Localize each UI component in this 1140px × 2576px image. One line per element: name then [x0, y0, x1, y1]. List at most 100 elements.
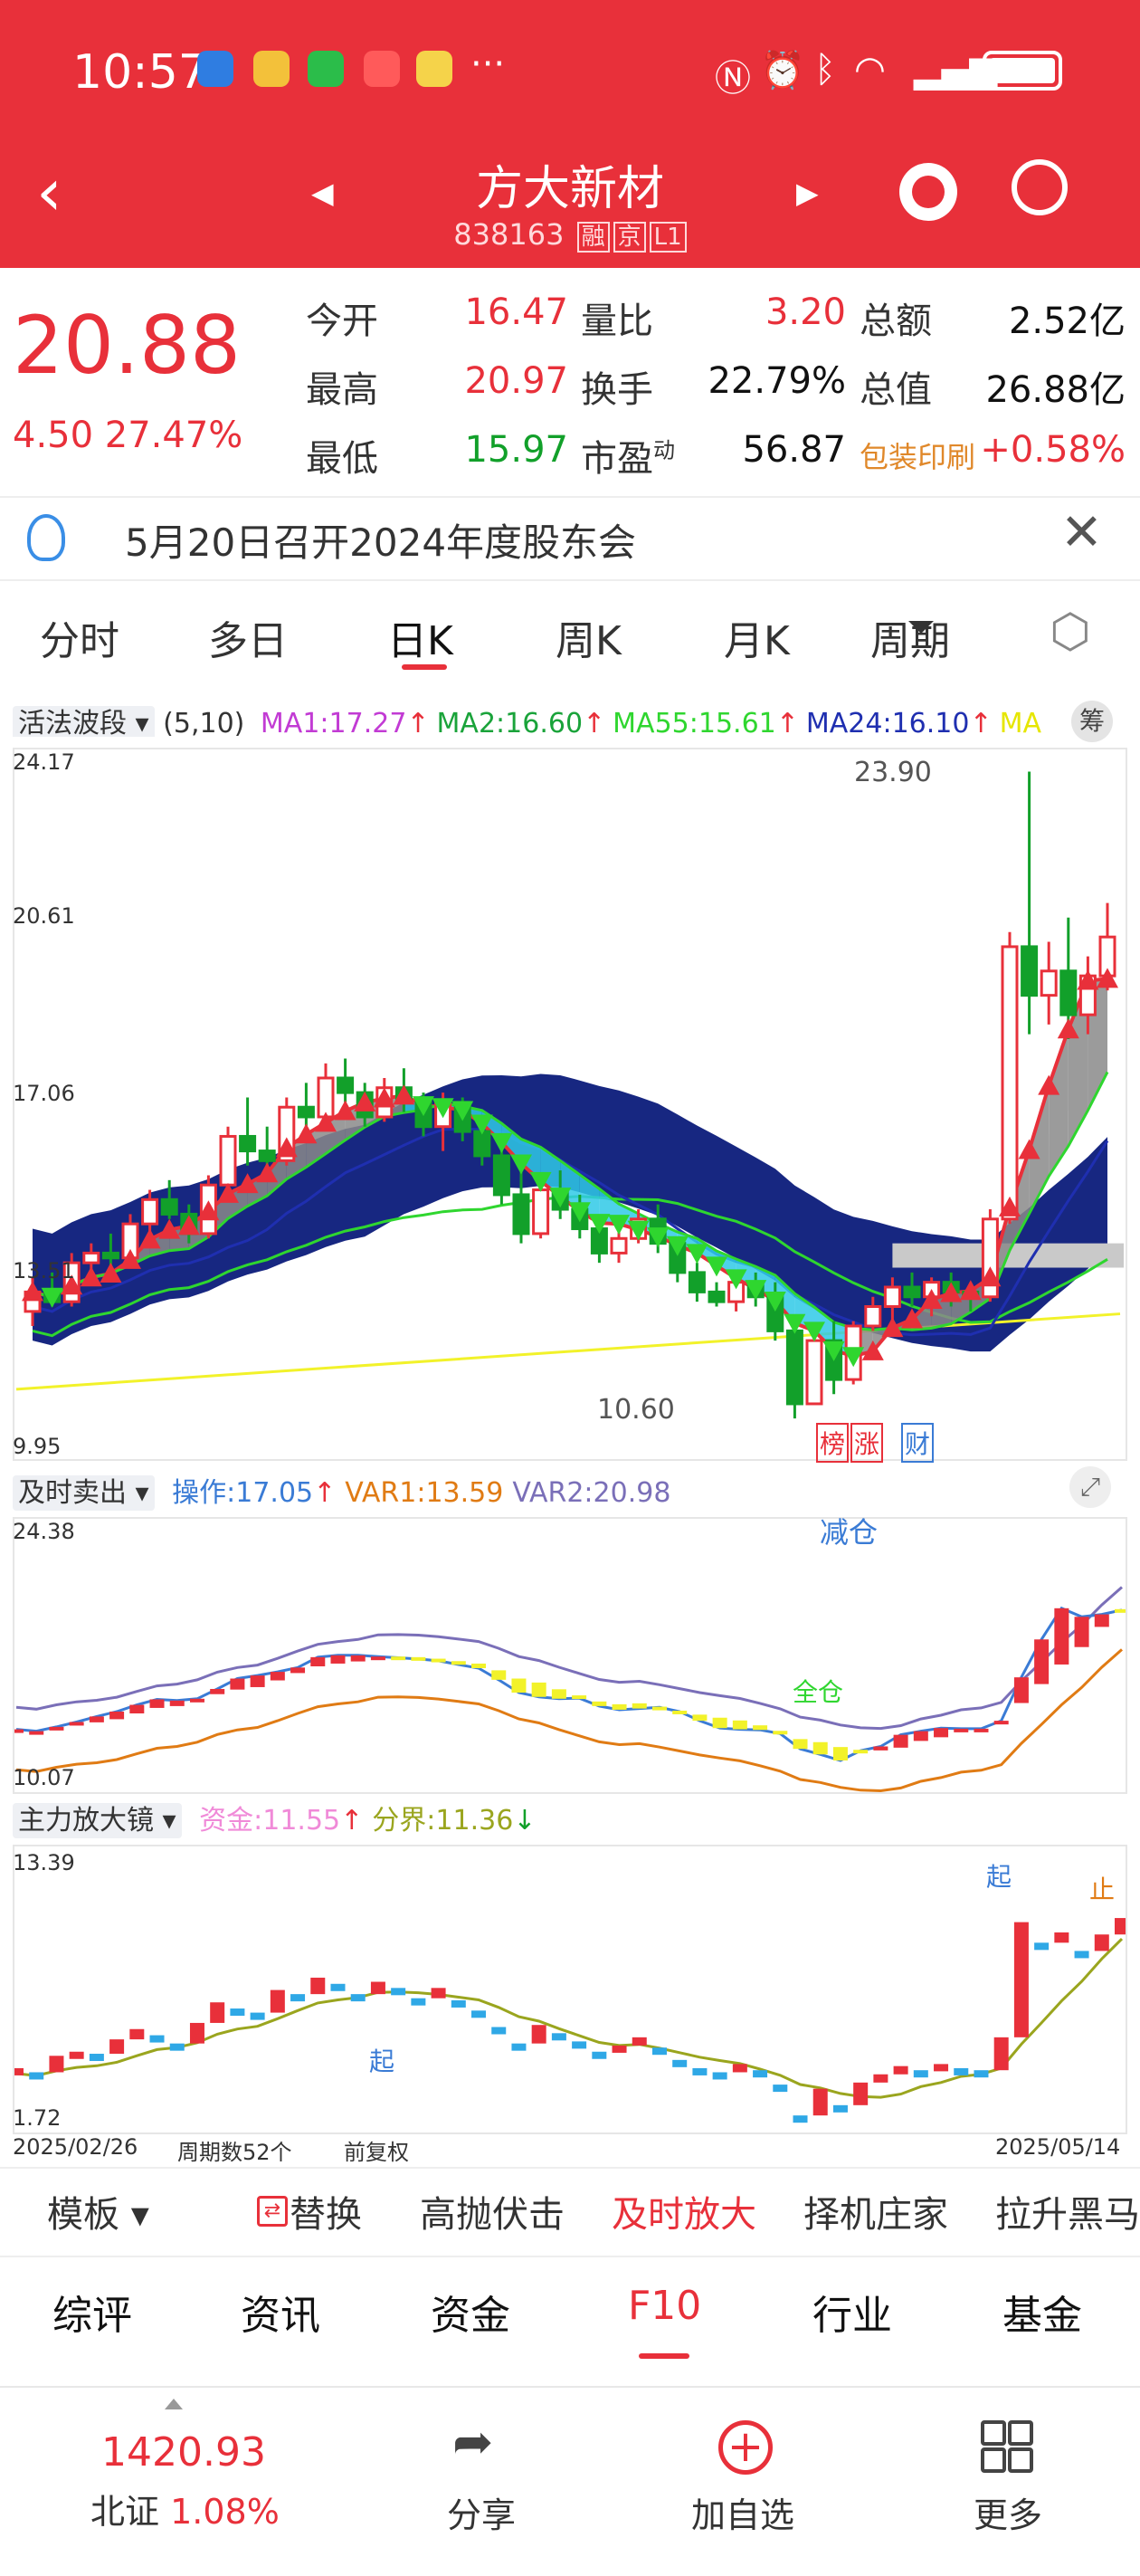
bottom-tab-0[interactable]: 综评 [52, 2293, 132, 2339]
kline-panel[interactable] [13, 748, 1127, 1461]
signal-arrow-9 [197, 1200, 220, 1221]
sub2-bar-34 [692, 2067, 708, 2075]
sub1-bar-48 [974, 1728, 989, 1732]
sub1-header: 及时卖出 ▾ 操作:17.05↑ VAR1:13.59 VAR2:20.98 [13, 1470, 1080, 1511]
index-expand-icon[interactable] [165, 2399, 183, 2409]
sub2-bar-46 [934, 2064, 949, 2072]
stock-code: 838163 [453, 217, 565, 252]
bottom-tab-2[interactable]: 资金 [431, 2293, 510, 2339]
main-indicator-select[interactable]: 活法波段 ▾ [13, 706, 155, 737]
sub1-bar-49 [993, 1721, 1009, 1725]
sub2-bar-51 [1034, 1942, 1050, 1951]
badge-zhang[interactable]: 涨 [850, 1423, 884, 1463]
period-tab-0[interactable]: 分时 [40, 618, 119, 664]
sub1-bar-46 [934, 1728, 949, 1738]
candle-23 [470, 1114, 493, 1166]
x-period-count: 周期数52个 [177, 2140, 292, 2165]
sub1-bar-36 [732, 1720, 747, 1730]
lightbulb-icon [27, 514, 65, 561]
candle-16 [334, 1058, 356, 1121]
sub1-bar-43 [873, 1746, 888, 1751]
bottom-tab-5[interactable]: 基金 [1002, 2293, 1082, 2339]
period-tab-2[interactable]: 日K [387, 618, 453, 664]
share-icon[interactable]: ➦ [452, 2413, 494, 2470]
alarm-icon: ⏰ [760, 50, 805, 91]
ma-item-3: MA24:16.10↑ [805, 708, 993, 737]
tool-item-5[interactable]: 拉升黑马 [995, 2194, 1140, 2236]
bottom-tab-3[interactable]: F10 [628, 2283, 702, 2329]
period-tab-4[interactable]: 月K [724, 618, 790, 664]
var1-line [15, 1648, 1123, 1793]
period-tab-1[interactable]: 多日 [208, 618, 288, 664]
tool-item-4[interactable]: 择机庄家 [803, 2194, 948, 2236]
notice-bar[interactable]: 5月20日召开2024年度股东会 ✕ [0, 496, 1140, 581]
nfc-icon: Ⓝ [715, 58, 751, 100]
y-label-3: 17.06 [13, 1081, 75, 1106]
band-seg-25 [521, 1139, 541, 1181]
sub1-bar-38 [773, 1731, 788, 1735]
sub2-panel[interactable] [9, 1845, 1129, 2134]
signal-arrow-27 [549, 1188, 572, 1208]
add-watchlist-icon[interactable]: + [718, 2420, 773, 2475]
search-icon[interactable] [1012, 159, 1068, 215]
badge-bang[interactable]: 榜 [816, 1423, 850, 1463]
sub2-bar-40 [812, 2088, 828, 2116]
index-value[interactable]: 1420.93 [101, 2429, 266, 2476]
signal-arrow-48 [959, 1280, 982, 1301]
sub2-indicator-select[interactable]: 主力放大镜 ▾ [13, 1803, 182, 1838]
prev-stock-icon[interactable]: ◀ [311, 176, 334, 210]
badge-cai[interactable]: 财 [901, 1423, 935, 1463]
app-icon-browser [197, 51, 233, 87]
signal-arrow-12 [256, 1162, 279, 1183]
sub2-bar-25 [511, 2043, 527, 2051]
tool-item-2[interactable]: 高抛伏击 [420, 2194, 565, 2236]
index-line[interactable]: 北证 1.08% [90, 2492, 280, 2532]
share-label[interactable]: 分享 [447, 2495, 517, 2535]
ma-item-1: MA2:16.60↑ [436, 708, 606, 737]
battery-icon [983, 51, 1062, 91]
candle-42 [842, 1321, 865, 1385]
settings-hex-icon[interactable]: ⬡ [1050, 605, 1091, 659]
sub1-panel[interactable] [9, 1517, 1129, 1794]
candle-6 [138, 1189, 161, 1249]
sub1-bar-12 [250, 1675, 265, 1687]
candle-20 [413, 1092, 434, 1137]
expand-icon[interactable]: ⤢ [1069, 1466, 1111, 1508]
chip-distribution-button[interactable]: 筹 [1071, 701, 1113, 742]
sub1-bar-13 [270, 1672, 285, 1681]
close-icon[interactable]: ✕ [1060, 503, 1103, 562]
sub1-bar-54 [1094, 1614, 1109, 1627]
tool-item-1[interactable]: 替换 [290, 2194, 362, 2236]
wechat-icon [308, 51, 344, 87]
sub1-indicator-select[interactable]: 及时卖出 ▾ [13, 1475, 155, 1511]
sub1-y-top: 24.38 [13, 1519, 75, 1544]
bottom-tab-1[interactable]: 资讯 [241, 2293, 320, 2339]
sub2-bar-5 [109, 2039, 125, 2055]
sub1-bar-22 [451, 1661, 466, 1665]
assistant-mascot-icon[interactable] [899, 163, 957, 221]
sub2-stop-signal: 止 [1089, 1875, 1116, 1904]
signal-arrow-51 [1018, 1139, 1040, 1159]
period-tab-3[interactable]: 周K [556, 618, 622, 664]
sub2-chart [9, 1918, 1129, 2123]
y-label-4: 13.51 [13, 1258, 75, 1283]
sub2-bar-17 [350, 1994, 366, 2002]
sub2-bar-24 [491, 2027, 507, 2035]
back-icon[interactable]: ‹ [36, 154, 62, 230]
reader-icon [364, 51, 400, 87]
add-watchlist-label[interactable]: 加自选 [691, 2495, 795, 2535]
next-stock-icon[interactable]: ▶ [796, 176, 819, 210]
more-grid-icon[interactable] [981, 2420, 1033, 2473]
period-tab-5[interactable]: 周期 [870, 618, 950, 664]
tool-item-0[interactable]: 模板 ▾ [47, 2194, 149, 2236]
signal-arrow-6 [138, 1228, 161, 1249]
sub1-bar-53 [1074, 1617, 1089, 1647]
candle-10 [217, 1126, 239, 1203]
bottom-tab-4[interactable]: 行业 [812, 2293, 892, 2339]
sub2-bar-45 [913, 2070, 928, 2078]
candle-34 [686, 1244, 708, 1302]
more-label[interactable]: 更多 [974, 2495, 1043, 2535]
tool-item-3[interactable]: 及时放大 [612, 2194, 756, 2236]
period-dropdown-icon[interactable] [908, 621, 934, 634]
candle-28 [568, 1194, 591, 1239]
